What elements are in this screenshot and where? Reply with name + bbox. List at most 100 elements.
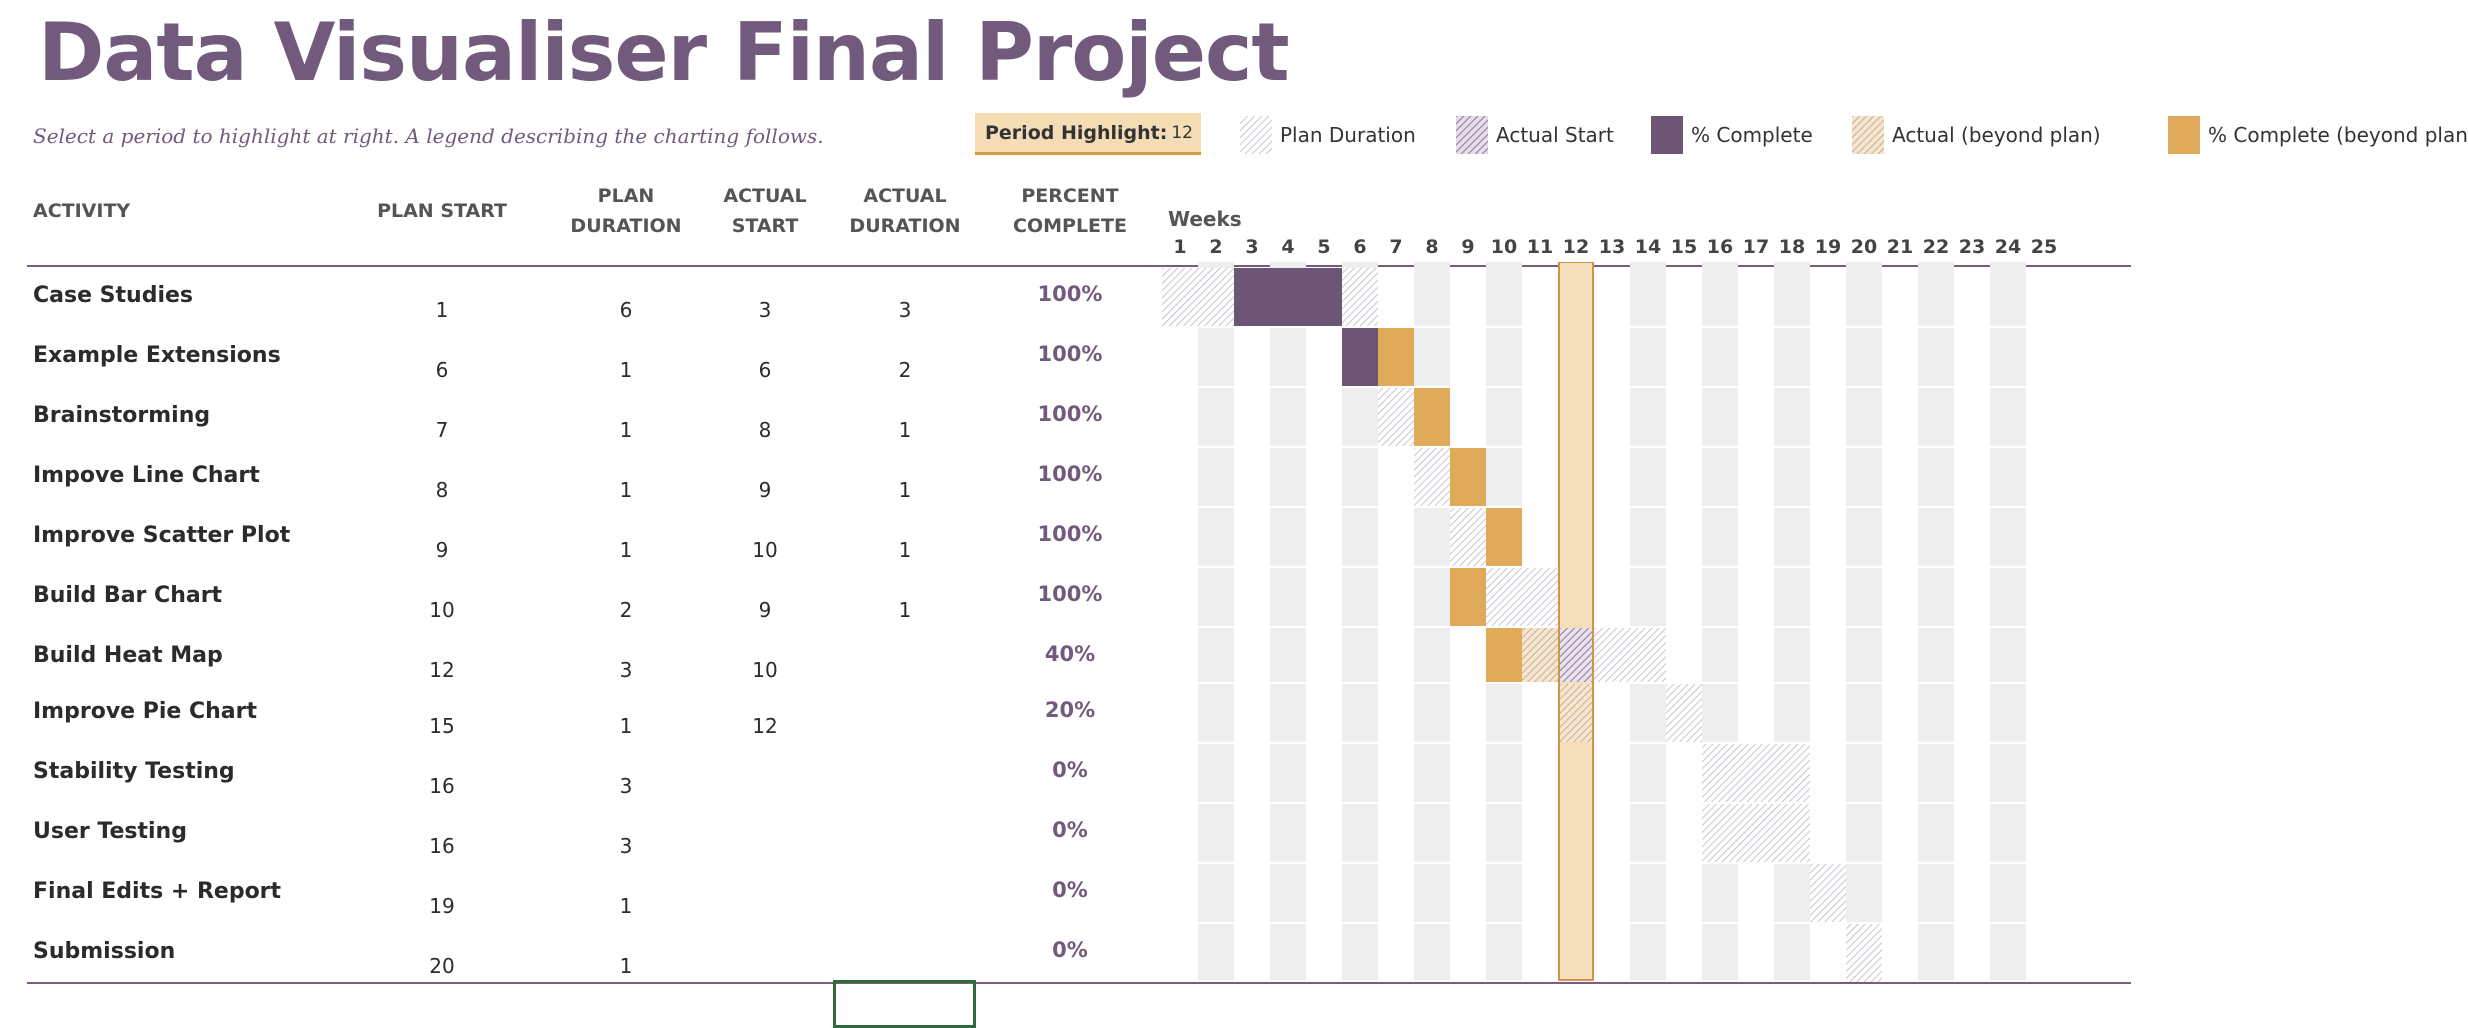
bar-plan-duration: [1450, 508, 1486, 566]
bar-plan-duration: [1630, 628, 1666, 682]
week-stripe: [1702, 262, 1738, 980]
hatch-dark-icon: [1456, 116, 1488, 154]
bar-complete-beyond-plan: [1378, 328, 1414, 386]
percent-complete-value: 0%: [1052, 938, 1088, 962]
week-number: 5: [1317, 236, 1331, 258]
header-divider: [27, 265, 2131, 267]
legend-label: Actual (beyond plan): [1892, 123, 2101, 147]
week-number: 23: [1958, 236, 1986, 258]
actual-start-value: 10: [752, 658, 778, 682]
activity-name: Build Bar Chart: [33, 583, 223, 608]
activity-name: User Testing: [33, 819, 187, 844]
header-actual-duration: ACTUAL DURATION: [825, 181, 985, 241]
week-number: 25: [2030, 236, 2058, 258]
actual-start-value: 12: [752, 714, 778, 738]
percent-complete-value: 0%: [1052, 758, 1088, 782]
plan-start-value: 7: [435, 418, 449, 442]
legend-percent-complete: % Complete: [1651, 116, 1813, 154]
header-plan-duration: PLAN DURATION: [546, 181, 706, 241]
week-number: 13: [1598, 236, 1626, 258]
week-number: 3: [1245, 236, 1259, 258]
legend-label: Plan Duration: [1280, 123, 1416, 147]
bar-complete-beyond-plan: [1486, 628, 1522, 682]
plan-start-value: 16: [429, 834, 455, 858]
row-gap: [1162, 446, 2062, 448]
activity-name: Example Extensions: [33, 343, 281, 368]
selected-cell[interactable]: [833, 980, 976, 1028]
bar-plan-duration: [1378, 388, 1414, 446]
bar-complete-beyond-plan: [1414, 388, 1450, 446]
actual-duration-value: 1: [898, 598, 912, 622]
hatch-orange-icon: [1852, 116, 1884, 154]
bar-complete: [1234, 268, 1270, 326]
bar-plan-duration: [1522, 568, 1558, 626]
bar-complete: [1270, 268, 1306, 326]
header-plan-start: PLAN START: [377, 200, 507, 222]
percent-complete-value: 40%: [1044, 642, 1096, 666]
actual-duration-value: 2: [898, 358, 912, 382]
bar-plan-duration: [1702, 804, 1738, 862]
actual-start-value: 8: [758, 418, 772, 442]
row-gap: [1162, 922, 2062, 924]
activity-name: Case Studies: [33, 283, 193, 308]
plan-duration-value: 3: [619, 774, 633, 798]
solid-purple-icon: [1651, 116, 1683, 154]
week-number: 1: [1173, 236, 1187, 258]
week-stripe: [1774, 262, 1810, 980]
period-highlight-input[interactable]: Period Highlight: 12: [975, 113, 1201, 155]
percent-complete-value: 100%: [1037, 522, 1103, 546]
week-number: 11: [1526, 236, 1554, 258]
plan-start-value: 19: [429, 894, 455, 918]
row-gap: [1162, 862, 2062, 864]
actual-duration-value: 1: [898, 418, 912, 442]
week-number: 15: [1670, 236, 1698, 258]
row-gap: [1162, 626, 2062, 628]
week-number: 24: [1994, 236, 2022, 258]
activity-name: Stability Testing: [33, 759, 235, 784]
bar-plan-duration: [1342, 268, 1378, 326]
week-stripe: [1918, 262, 1954, 980]
legend-label: Actual Start: [1496, 123, 1614, 147]
bar-plan-duration: [1594, 628, 1630, 682]
percent-complete-value: 100%: [1037, 462, 1103, 486]
gantt-chart: [1162, 262, 2062, 982]
week-stripe: [1990, 262, 2026, 980]
bar-actual-beyond-plan: [1558, 684, 1594, 742]
week-number: 20: [1850, 236, 1878, 258]
period-highlight-column: [1558, 262, 1594, 980]
bar-plan-duration: [1702, 744, 1738, 802]
week-number: 6: [1353, 236, 1367, 258]
plan-start-value: 9: [435, 538, 449, 562]
period-highlight-value[interactable]: 12: [1171, 122, 1193, 143]
week-number: 4: [1281, 236, 1295, 258]
bar-actual-beyond-plan: [1522, 628, 1558, 682]
activity-name: Brainstorming: [33, 403, 211, 428]
plan-duration-value: 1: [619, 358, 633, 382]
bar-plan-duration: [1846, 924, 1882, 982]
activity-name: Improve Pie Chart: [33, 699, 258, 724]
week-number: 2: [1209, 236, 1223, 258]
actual-start-value: 3: [758, 298, 772, 322]
activity-name: Improve Scatter Plot: [33, 523, 291, 548]
legend-label: % Complete: [1691, 123, 1813, 147]
legend-actual-beyond-plan: Actual (beyond plan): [1852, 116, 2101, 154]
bar-plan-duration: [1486, 568, 1522, 626]
bar-complete-beyond-plan: [1450, 448, 1486, 506]
bar-plan-duration: [1774, 804, 1810, 862]
header-actual-start: ACTUAL START: [685, 181, 845, 241]
page-subtitle: Select a period to highlight at right. A…: [33, 124, 824, 148]
bar-plan-duration: [1810, 864, 1846, 922]
week-stripe: [1414, 262, 1450, 980]
row-gap: [1162, 742, 2062, 744]
week-number: 18: [1778, 236, 1806, 258]
plan-duration-value: 1: [619, 538, 633, 562]
bar-actual-start: [1558, 628, 1594, 682]
percent-complete-value: 0%: [1052, 818, 1088, 842]
bar-plan-duration: [1738, 804, 1774, 862]
week-number: 22: [1922, 236, 1950, 258]
plan-duration-value: 1: [619, 714, 633, 738]
plan-start-value: 1: [435, 298, 449, 322]
percent-complete-value: 20%: [1044, 698, 1096, 722]
activity-name: Impove Line Chart: [33, 463, 260, 488]
plan-duration-value: 1: [619, 418, 633, 442]
